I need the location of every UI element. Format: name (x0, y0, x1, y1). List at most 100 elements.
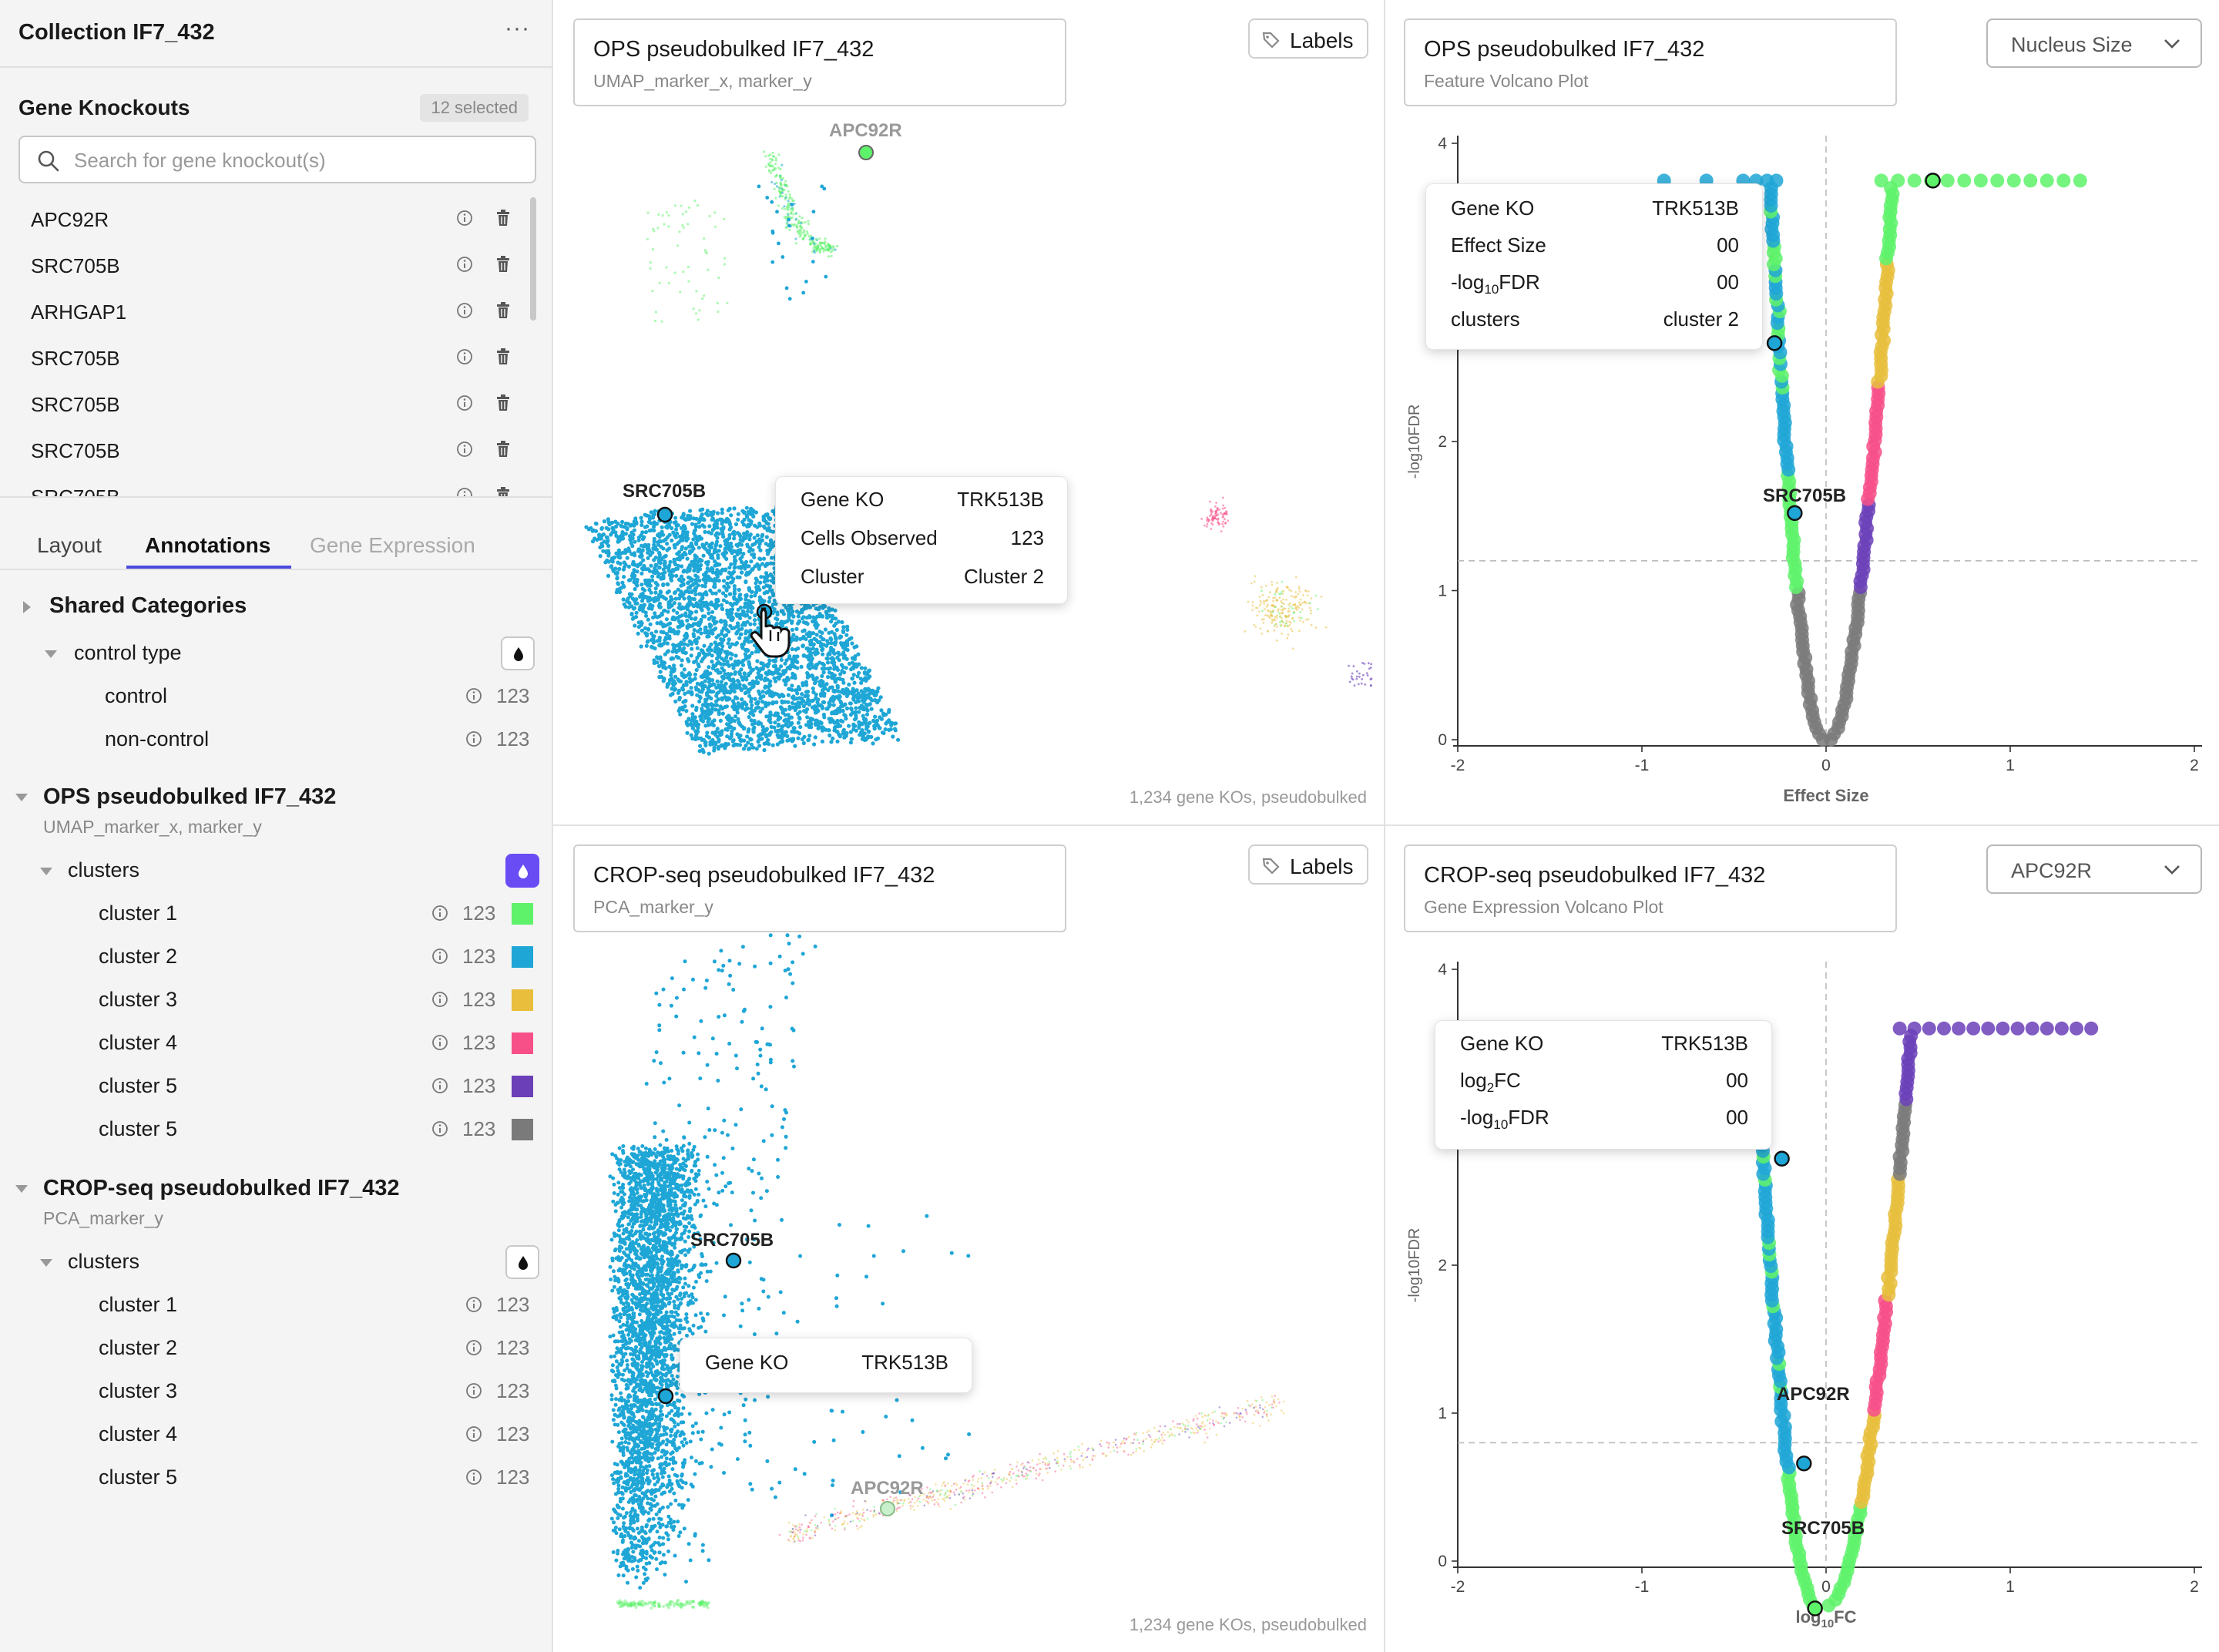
umap-scatter-plot[interactable] (555, 0, 1384, 824)
category-item[interactable]: cluster 5 123 (0, 1071, 552, 1105)
umap-point (1274, 616, 1277, 618)
color-swatch[interactable] (512, 903, 533, 925)
pca-scatter-plot[interactable] (555, 826, 1384, 1652)
category-item[interactable]: cluster 2 123 (0, 1333, 552, 1367)
list-scrollbar[interactable] (530, 197, 536, 321)
info-icon[interactable] (431, 948, 448, 965)
highlight-point-src705b[interactable] (1787, 505, 1803, 522)
category-item[interactable]: cluster 1 123 (0, 898, 552, 932)
highlight-point-src705b[interactable] (656, 506, 673, 523)
gene-knockout-item[interactable]: SRC705B (0, 334, 552, 381)
info-icon[interactable] (456, 302, 473, 319)
category-item[interactable]: cluster 5 123 (0, 1114, 552, 1148)
info-icon[interactable] (465, 1425, 482, 1442)
trash-icon[interactable] (495, 255, 512, 274)
gene-knockout-item[interactable]: APC92R (0, 196, 552, 242)
umap-point (683, 650, 688, 656)
color-swatch[interactable] (512, 1076, 533, 1097)
category-item[interactable]: cluster 5 123 (0, 1462, 552, 1496)
gene-knockout-item[interactable]: SRC705B (0, 473, 552, 496)
feature-select[interactable]: Nucleus Size (1986, 18, 2202, 68)
info-icon[interactable] (465, 1296, 482, 1313)
umap-point (1314, 626, 1318, 629)
category-item[interactable]: cluster 2 123 (0, 942, 552, 975)
info-icon[interactable] (456, 256, 473, 273)
info-icon[interactable] (431, 1120, 448, 1137)
info-icon[interactable] (456, 487, 473, 496)
category-item[interactable]: cluster 3 123 (0, 1376, 552, 1410)
umap-point (768, 561, 773, 566)
trash-icon[interactable] (495, 394, 512, 412)
control-type-row[interactable]: control type (0, 636, 552, 670)
color-swatch[interactable] (512, 1032, 533, 1054)
info-icon[interactable] (431, 1034, 448, 1051)
gene-knockout-search[interactable] (18, 136, 536, 183)
gene-knockout-item[interactable]: SRC705B (0, 242, 552, 288)
info-icon[interactable] (465, 687, 482, 704)
crop-clusters-row[interactable]: clusters (0, 1245, 552, 1282)
tab-annotations[interactable]: Annotations (145, 533, 271, 557)
ops-clusters-row[interactable]: clusters (0, 854, 552, 891)
info-icon[interactable] (456, 395, 473, 411)
color-swatch[interactable] (512, 946, 533, 968)
pca-point (633, 1241, 638, 1245)
shared-categories-row[interactable]: Shared Categories (0, 593, 552, 621)
color-by-toggle-active[interactable] (505, 854, 539, 888)
trash-icon[interactable] (495, 486, 512, 496)
info-icon[interactable] (431, 905, 448, 922)
hovered-point[interactable] (1766, 335, 1783, 351)
info-icon[interactable] (465, 1339, 482, 1356)
gene-knockout-item[interactable]: SRC705B (0, 381, 552, 427)
tab-gene-expression[interactable]: Gene Expression (310, 533, 475, 557)
info-icon[interactable] (456, 348, 473, 365)
highlight-point[interactable] (1925, 173, 1941, 189)
info-icon[interactable] (465, 1382, 482, 1399)
color-by-toggle[interactable] (505, 1245, 539, 1279)
info-icon[interactable] (456, 441, 473, 458)
umap-point (726, 726, 730, 730)
umap-point (597, 536, 602, 541)
highlight-point-apc92r[interactable] (858, 145, 874, 160)
umap-point (835, 718, 840, 724)
category-item[interactable]: cluster 1 123 (0, 1290, 552, 1324)
category-item[interactable]: cluster 4 123 (0, 1419, 552, 1453)
tab-layout[interactable]: Layout (37, 533, 102, 557)
info-icon[interactable] (431, 991, 448, 1008)
category-item[interactable]: non-control 123 (0, 724, 552, 758)
umap-point (796, 736, 801, 740)
umap-point (826, 675, 831, 680)
umap-point (799, 696, 804, 700)
info-icon[interactable] (456, 210, 473, 227)
crop-section-row[interactable]: CROP-seq pseudobulked IF7_432 PCA_marker… (0, 1176, 552, 1230)
category-item[interactable]: cluster 3 123 (0, 985, 552, 1019)
umap-point (646, 639, 650, 643)
umap-point (684, 636, 689, 640)
color-by-toggle[interactable] (501, 636, 535, 670)
color-swatch[interactable] (512, 989, 533, 1011)
umap-point (691, 537, 696, 542)
umap-point (811, 237, 814, 240)
info-icon[interactable] (465, 730, 482, 747)
search-input[interactable] (74, 146, 529, 174)
trash-icon[interactable] (495, 301, 512, 320)
more-menu-icon[interactable]: ··· (505, 15, 530, 41)
color-swatch[interactable] (512, 1119, 533, 1140)
umap-point (703, 294, 706, 297)
umap-point (879, 708, 884, 713)
trash-icon[interactable] (495, 209, 512, 227)
info-icon[interactable] (431, 1077, 448, 1094)
umap-point (732, 566, 737, 570)
umap-point (747, 564, 751, 569)
labels-button[interactable]: Labels (1248, 18, 1368, 59)
category-item[interactable]: control 123 (0, 681, 552, 715)
umap-point (735, 575, 740, 579)
tooltip-key-text: FDR (1499, 270, 1540, 294)
info-icon[interactable] (465, 1469, 482, 1486)
category-item[interactable]: cluster 4 123 (0, 1028, 552, 1062)
ops-section-row[interactable]: OPS pseudobulked IF7_432 UMAP_marker_x, … (0, 784, 552, 838)
trash-icon[interactable] (495, 348, 512, 366)
trash-icon[interactable] (495, 440, 512, 458)
gene-knockout-item[interactable]: ARHGAP1 (0, 288, 552, 334)
gene-knockout-item[interactable]: SRC705B (0, 427, 552, 473)
